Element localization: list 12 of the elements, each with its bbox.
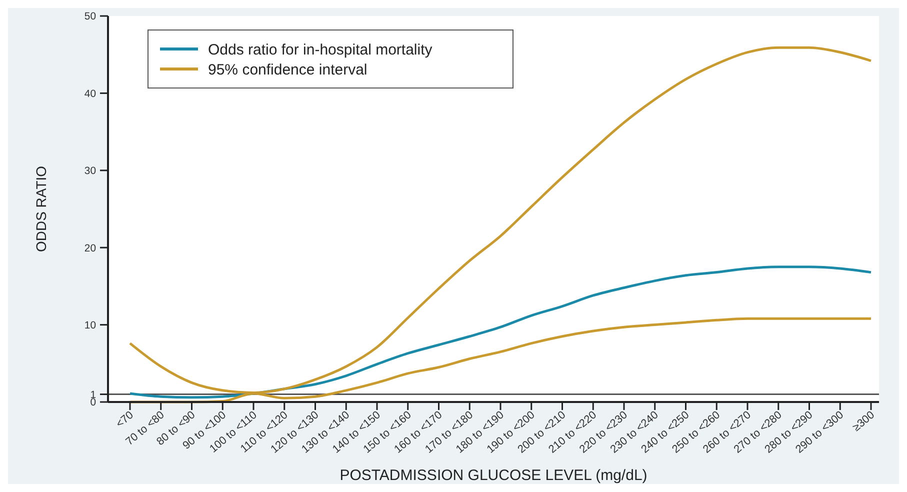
x-tick-label: <70 — [114, 409, 136, 430]
y-tick-label: 20 — [84, 243, 96, 254]
x-axis-title: POSTADMISSION GLUCOSE LEVEL (mg/dL) — [340, 467, 648, 484]
line-series — [128, 266, 872, 399]
y-tick-label: 10 — [84, 320, 96, 332]
y-tick-label: 0 — [90, 398, 96, 409]
y-axis-title: ODDS RATIO — [33, 166, 49, 252]
y-tick-label: 50 — [84, 12, 96, 23]
y-tick-label: 30 — [84, 166, 96, 178]
legend-label: 95% confidence interval — [208, 61, 368, 78]
legend-label: Odds ratio for in-hospital mortality — [208, 41, 433, 58]
y-tick-label: 40 — [84, 88, 96, 100]
